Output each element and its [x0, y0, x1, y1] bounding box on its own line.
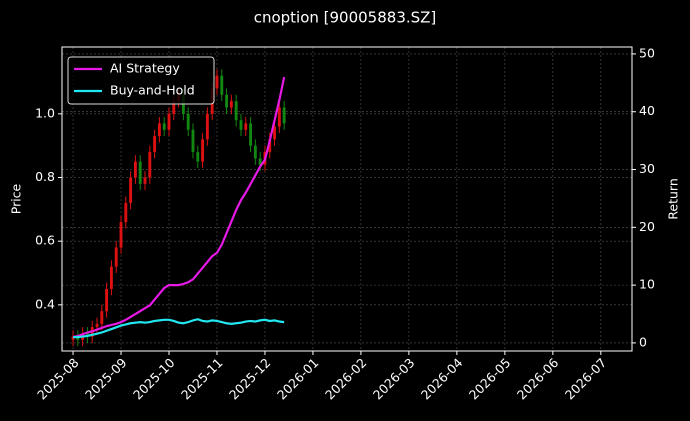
candle-body [157, 123, 161, 137]
legend-box [67, 56, 215, 105]
candle-body [234, 101, 238, 121]
candle-body [268, 139, 272, 153]
legend-label: Buy-and-Hold [110, 83, 195, 98]
y2-tick-label: 30 [639, 161, 655, 176]
plot-frame [61, 46, 633, 352]
candle-body [205, 113, 209, 140]
y2-tick-label: 0 [639, 334, 647, 349]
candle-body [215, 75, 219, 89]
y2-tick-label: 50 [639, 45, 655, 60]
line-series [72, 76, 286, 339]
candle-body [143, 177, 147, 184]
candle-body [282, 107, 286, 124]
candle-body [138, 161, 142, 184]
candle-body [258, 158, 262, 165]
line-series [73, 318, 285, 339]
candle-body [124, 202, 128, 223]
candle-body [225, 94, 229, 108]
candle-body [239, 120, 243, 130]
candle-body [105, 288, 109, 312]
candle-body [119, 222, 123, 248]
candle-body [253, 145, 257, 159]
candle-body [114, 247, 118, 267]
y2-tick-label: 40 [639, 103, 655, 118]
candle-body [191, 129, 195, 153]
candle-body [71, 336, 75, 340]
y-tick-label: 0.8 [35, 169, 55, 184]
candle-body [100, 311, 104, 324]
y-tick-label: 0.6 [35, 233, 55, 248]
candle-body [244, 123, 248, 130]
y-tick-label: 1.0 [35, 105, 55, 120]
candle-body [186, 113, 190, 130]
chart-title: cnoption [90005883.SZ] [254, 9, 437, 27]
candle-body [172, 101, 176, 114]
y-tick-label: 0.4 [35, 296, 55, 311]
candle-body [249, 123, 252, 146]
candle-body [95, 323, 99, 328]
legend-label: AI Strategy [110, 61, 180, 76]
candle-body [129, 177, 133, 203]
y-axis-label: Price [9, 183, 24, 214]
candle-body [167, 113, 171, 130]
candle-body [153, 136, 157, 153]
candle-body [76, 336, 80, 340]
candle-body [201, 139, 205, 162]
y2-axis-label: Return [666, 178, 681, 219]
candle-body [277, 107, 281, 127]
y2-tick-label: 10 [639, 277, 655, 292]
candle-body [196, 152, 200, 162]
candle-body [162, 123, 166, 130]
candle-body [220, 75, 224, 95]
candle-body [273, 126, 276, 140]
candle-body [148, 152, 152, 178]
candle-body [133, 161, 137, 178]
y2-tick-label: 20 [639, 219, 655, 234]
candle-body [109, 266, 113, 289]
candle-body [229, 101, 233, 108]
